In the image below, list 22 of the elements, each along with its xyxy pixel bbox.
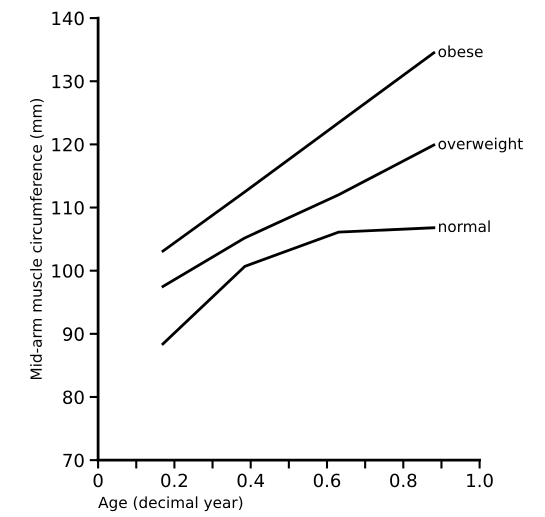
x-tick-label: 0.6 bbox=[314, 474, 340, 488]
line-series bbox=[162, 144, 436, 288]
x-tick-label: 0.2 bbox=[161, 474, 187, 488]
x-tick-label: 0 bbox=[94, 474, 103, 488]
y-tick-label: 70 bbox=[63, 454, 84, 468]
series-label: overweight bbox=[438, 138, 523, 152]
line-series bbox=[162, 51, 436, 252]
series-label: normal bbox=[439, 220, 490, 232]
x-tick-label: 1.0 bbox=[467, 474, 493, 488]
x-axis-title: Age (decimal year) bbox=[98, 496, 242, 512]
y-axis-title: Mid-arm muscle circumference (mm) bbox=[30, 98, 44, 380]
x-tick-label: 0.8 bbox=[390, 474, 416, 488]
y-tick-label: 140 bbox=[52, 12, 84, 26]
line-series bbox=[162, 226, 436, 346]
y-tick-label: 110 bbox=[52, 201, 84, 215]
y-tick-label: 80 bbox=[63, 390, 84, 404]
x-tick-label: 0.4 bbox=[238, 474, 264, 488]
y-tick-label: 120 bbox=[52, 138, 84, 152]
y-tick-label: 130 bbox=[52, 74, 84, 88]
y-tick-label: 100 bbox=[52, 264, 84, 278]
series-label: obese bbox=[438, 45, 483, 58]
y-tick-label: 90 bbox=[63, 327, 84, 341]
